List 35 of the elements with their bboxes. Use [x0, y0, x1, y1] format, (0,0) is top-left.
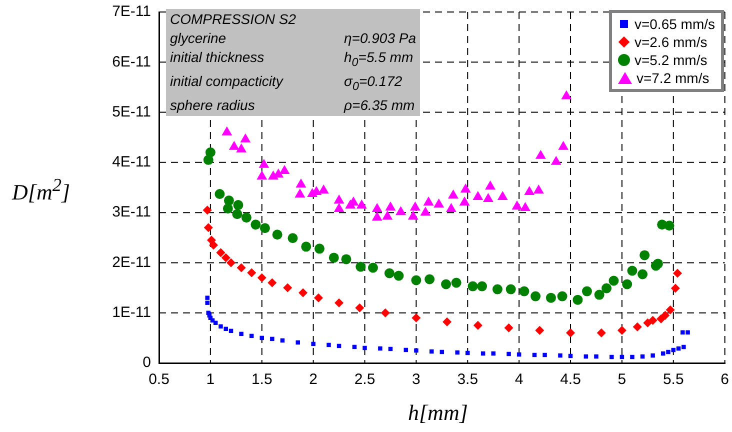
y-tick-label: 0: [142, 354, 151, 372]
y-tick-label: 6E-11: [112, 53, 151, 70]
x-tick-label: 4.5: [560, 371, 581, 388]
y-tick-label: 2E-11: [112, 254, 151, 271]
x-tick-label: 5: [618, 371, 626, 388]
legend-label: v=7.2 mm/s: [636, 69, 710, 87]
y-axis-title: D[m$^{2}$]: [12, 175, 70, 206]
x-tick-label: 0.5: [148, 371, 170, 388]
x-tick-label: 3.5: [457, 371, 478, 388]
x-tick-label: 3: [412, 371, 420, 388]
x-tick-label: 2.5: [354, 371, 376, 388]
x-tick-label: 1.5: [251, 371, 272, 388]
y-tick-label: 4E-11: [112, 154, 151, 171]
x-tick-label: 6: [720, 371, 729, 388]
annotation: initial compacticity: [170, 72, 284, 91]
annotation: h$_{0}$=5.5 mm: [344, 48, 414, 71]
x-tick-label: 4: [514, 371, 524, 388]
annotation: ρ=6.35 mm: [344, 96, 416, 115]
legend-label: v=2.6 mm/s: [634, 33, 708, 51]
legend-label: v=5.2 mm/s: [634, 51, 708, 69]
annotation: initial thickness: [170, 48, 266, 67]
x-axis-title: h[mm]: [408, 400, 468, 426]
annotation: COMPRESSION S2: [170, 10, 298, 29]
legend-label: v=0.65 mm/s: [634, 15, 715, 33]
x-tick-label: 2: [309, 371, 318, 388]
y-tick-label: 5E-11: [112, 103, 151, 120]
y-tick-label: 3E-11: [112, 204, 151, 221]
annotation: sphere radius: [170, 96, 256, 115]
annotation: glycerine: [170, 29, 228, 48]
y-tick-label: 7E-11: [112, 3, 151, 20]
y-tick-label: 1E-11: [112, 304, 151, 321]
x-tick-label: 5.5: [662, 371, 684, 388]
annotation: η=0.903 Pa: [344, 29, 416, 48]
annotation: σ$_{0}$=0.172: [344, 72, 404, 95]
x-tick-label: 1: [206, 371, 215, 388]
